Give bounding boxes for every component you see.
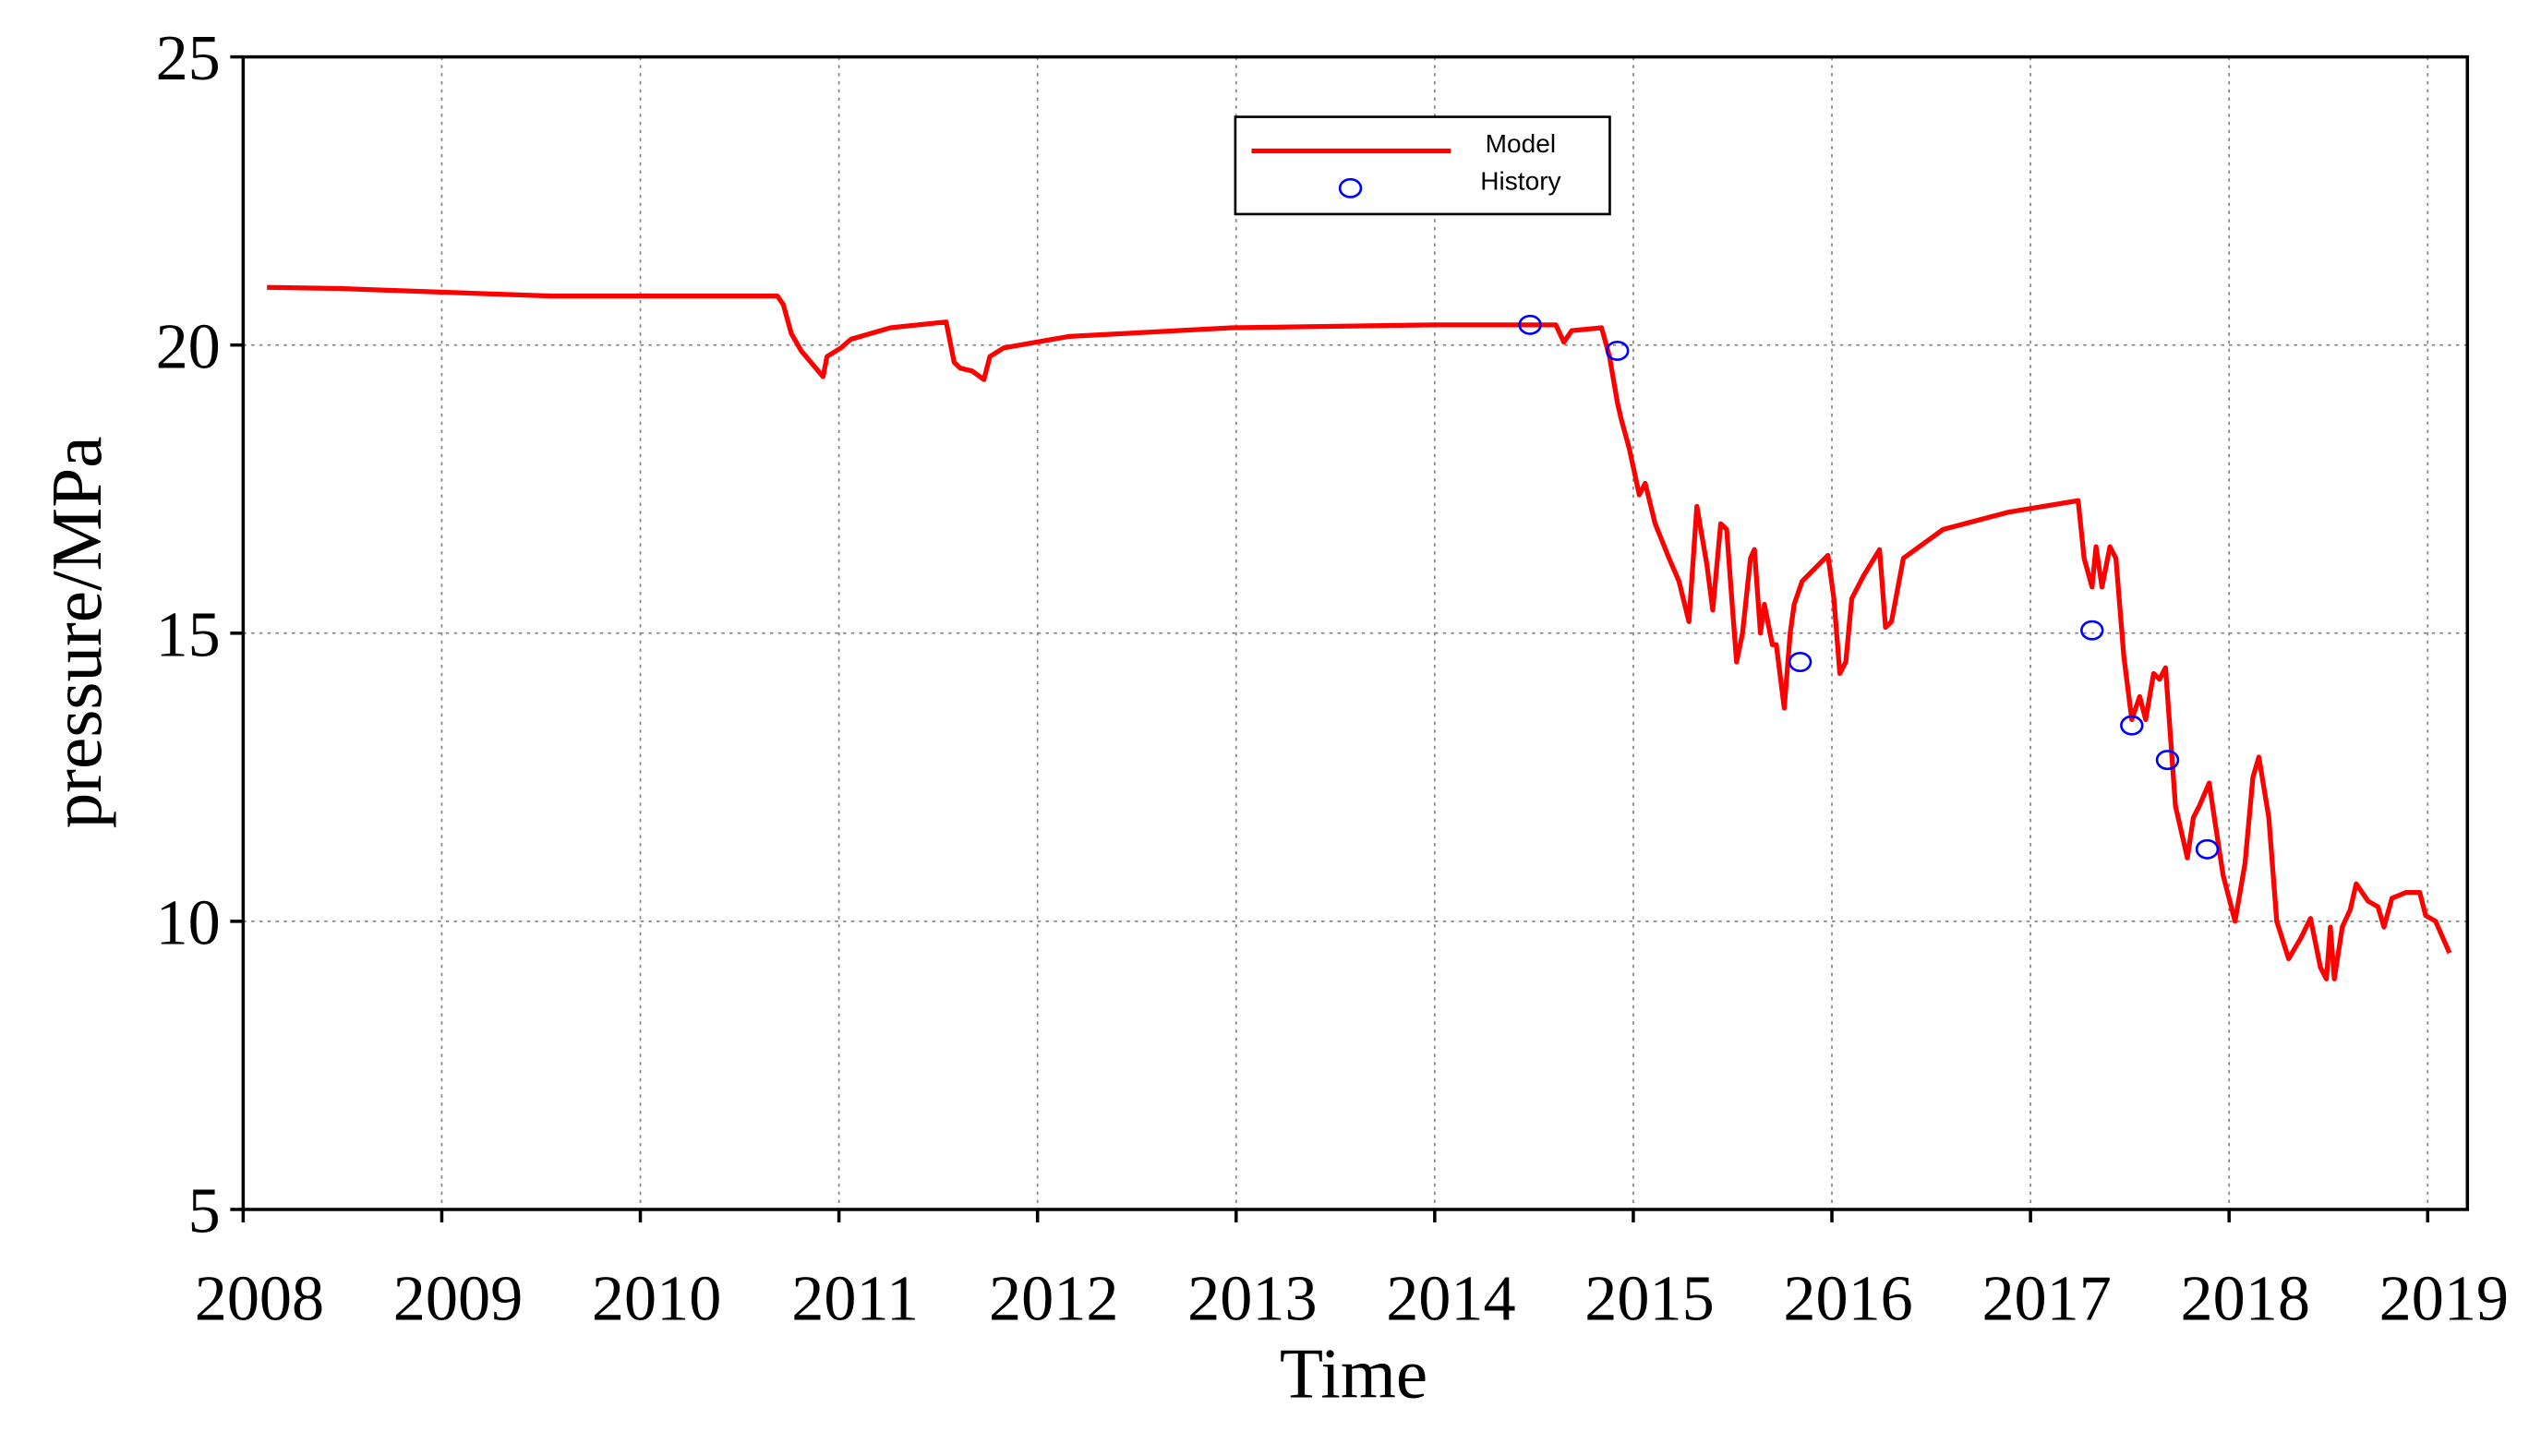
x-tick-label: 2013 [1187, 1262, 1317, 1334]
x-tick-label: 2011 [791, 1262, 919, 1334]
history-marker [2195, 838, 2220, 860]
y-axis-title: pressure/MPa [37, 437, 116, 829]
y-tick-label: 5 [188, 1175, 221, 1247]
x-tick-label: 2012 [989, 1262, 1118, 1334]
legend-label: History [1480, 167, 1560, 196]
y-tick-label: 25 [156, 22, 221, 94]
legend-label: Model [1486, 129, 1556, 158]
x-tick-label: 2018 [2181, 1262, 2310, 1334]
history-marker [1518, 314, 1542, 335]
x-tick-label: 2017 [1981, 1262, 2111, 1334]
x-tick-label: 2016 [1783, 1262, 1912, 1334]
legend-box [1234, 115, 1611, 216]
legend-marker [1338, 177, 1363, 199]
history-marker [2120, 715, 2144, 736]
history-marker [2080, 620, 2104, 641]
history-marker [2155, 750, 2180, 771]
x-tick-label: 2008 [195, 1262, 324, 1334]
history-marker [1606, 340, 1630, 361]
y-tick-label: 15 [156, 598, 221, 670]
x-tick-label: 2010 [592, 1262, 721, 1334]
y-tick-label: 20 [156, 310, 221, 382]
y-tick-label: 10 [156, 886, 221, 958]
x-axis-title: Time [1280, 1334, 1427, 1414]
x-tick-label: 2019 [2379, 1262, 2509, 1334]
x-tick-label: 2014 [1386, 1262, 1515, 1334]
history-marker [1788, 652, 1812, 672]
plot-frame [241, 54, 2470, 1211]
x-tick-label: 2009 [393, 1262, 523, 1334]
x-tick-label: 2015 [1584, 1262, 1714, 1334]
model-line [267, 284, 2452, 981]
